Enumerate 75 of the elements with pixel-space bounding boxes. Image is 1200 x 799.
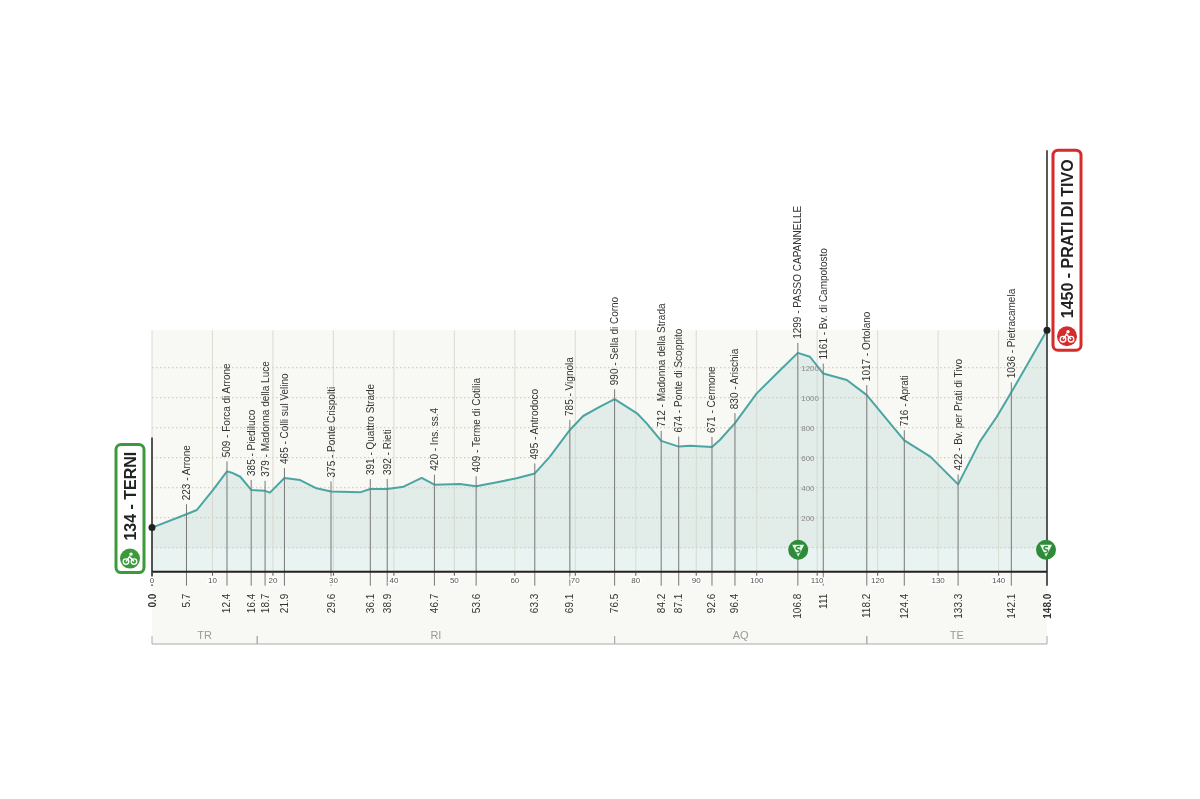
x2-tick-label: 36.1 <box>364 593 376 614</box>
annotation: 990 - Sella di Corno <box>609 296 621 386</box>
annotation: 1017 - Ortolano <box>861 311 873 382</box>
x2-tick-label: 142.1 <box>1005 593 1017 619</box>
x-tick-label: 50 <box>449 575 460 585</box>
x2-tick-label: 111 <box>817 593 829 609</box>
annotation: 379 - Madonna della Luce <box>259 360 271 477</box>
x-tick-label: 10 <box>208 575 218 585</box>
x-tick-label: 100 <box>750 575 764 585</box>
annotation: 422 - Bv. per Prati di Tivo <box>952 358 964 471</box>
x2-tick-label: 21.9 <box>278 593 290 614</box>
annotation: 391 - Quattro Strade <box>364 383 376 476</box>
x-tick-label: 40 <box>389 575 399 585</box>
annotation: 671 - Cermone <box>706 365 718 434</box>
x2-tick-label: 16.4 <box>245 593 257 614</box>
y-tick-label: 400 <box>801 483 816 493</box>
x2-tick-label: 124.4 <box>898 593 910 619</box>
annotation: 674 - Ponte di Scoppito <box>673 328 685 433</box>
x-tick-label: 30 <box>328 575 339 585</box>
band-label: TE <box>949 629 964 641</box>
x2-tick-label: 63.3 <box>529 593 541 614</box>
x2-tick-label: 38.9 <box>381 593 393 614</box>
annotation: 223 - Arrone <box>180 444 192 501</box>
x-tick-label: 70 <box>570 575 581 585</box>
annotation: 509 - Forca di Arrone <box>221 362 233 458</box>
annotation: 1161 - Bv. di Campotosto <box>817 247 829 360</box>
annotation: 385 - Piediluco <box>245 409 257 476</box>
x2-tick-label: 18.7 <box>259 593 271 614</box>
annotation: 1299 - PASSO CAPANNELLE <box>792 205 804 339</box>
annotation: 1450 - PRATI DI TIVO <box>1059 159 1076 319</box>
annotation: 134 - TERNI <box>122 451 139 541</box>
x-tick-label: 0 <box>149 575 155 585</box>
y-tick-label: 800 <box>801 423 816 433</box>
x2-tick-label: 46.7 <box>428 593 440 614</box>
x2-tick-label: 84.2 <box>655 593 667 614</box>
x2-tick-label: 92.6 <box>706 593 718 614</box>
x2-tick-label: 96.4 <box>729 593 741 614</box>
x-tick-label: 60 <box>510 575 520 585</box>
x2-tick-label: 12.4 <box>221 593 233 614</box>
band-label: RI <box>430 629 442 641</box>
x2-tick-label: 76.5 <box>609 593 621 614</box>
y-tick-label: 1200 <box>801 363 820 373</box>
x-tick-label: 120 <box>871 575 885 585</box>
x-tick-label: 90 <box>691 575 702 585</box>
x2-tick-label: 106.8 <box>792 593 804 619</box>
x2-tick-label: 0.0 <box>146 593 158 608</box>
x2-tick-label: 69.1 <box>564 593 576 614</box>
band-label: AQ <box>732 629 750 641</box>
annotation: 1036 - Pietracamela <box>1005 288 1017 379</box>
band-label: TR <box>197 629 212 641</box>
x2-tick-label: 118.2 <box>861 593 873 618</box>
annotation: 465 - Colli sul Velino <box>278 372 290 464</box>
x2-tick-label: 5.7 <box>180 593 192 608</box>
annotation: 712 - Madonna della Strada <box>655 303 667 427</box>
annotation: 420 - Ins. ss.4 <box>428 407 440 471</box>
x-tick-label: 110 <box>810 575 825 585</box>
annotation: 392 - Rieti <box>381 429 393 475</box>
annotation: 830 - Arischia <box>729 348 741 410</box>
annotation: 495 - Antrodoco <box>529 388 541 460</box>
x2-tick-label: 87.1 <box>673 593 685 614</box>
x2-tick-label: 53.6 <box>470 593 482 614</box>
annotation: 785 - Vignola <box>564 356 576 416</box>
y-tick-label: 1000 <box>801 393 820 403</box>
x2-tick-label: 29.6 <box>325 593 337 614</box>
x2-tick-label: 148.0 <box>1041 593 1053 619</box>
y-tick-label: 200 <box>801 513 816 523</box>
x-tick-label: 140 <box>991 575 1006 585</box>
x2-tick-label: 133.3 <box>952 593 964 619</box>
y-tick-label: 600 <box>801 453 816 463</box>
x-tick-label: 80 <box>631 575 641 585</box>
annotation: 409 - Terme di Cotilia <box>470 377 482 473</box>
x-tick-label: 20 <box>268 575 278 585</box>
annotation: 716 - Aprati <box>898 375 910 427</box>
annotation: 375 - Ponte Crispolti <box>325 386 337 478</box>
x-tick-label: 130 <box>931 575 946 585</box>
